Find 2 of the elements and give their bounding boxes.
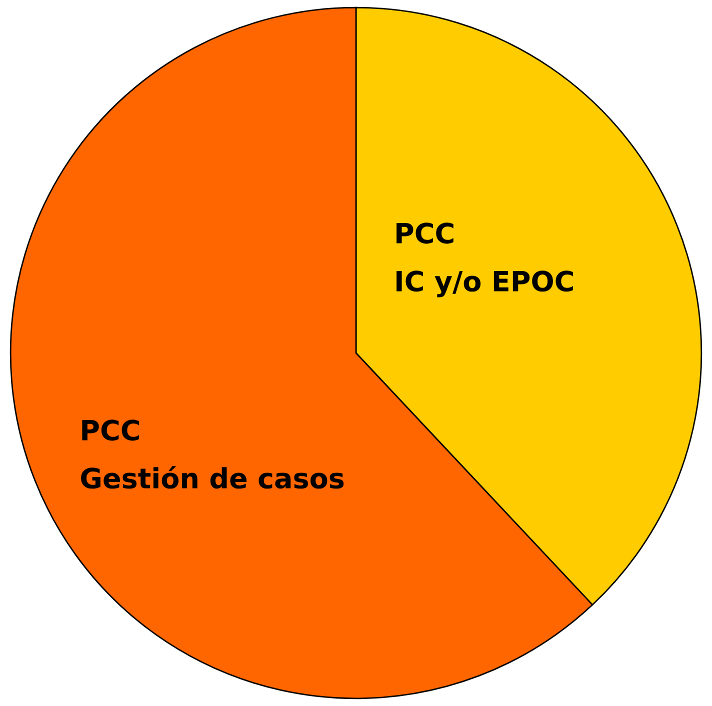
slice-label: PCC IC y/o EPOC [396,222,573,298]
slice-label: PCC Gestión de casos [81,420,344,489]
